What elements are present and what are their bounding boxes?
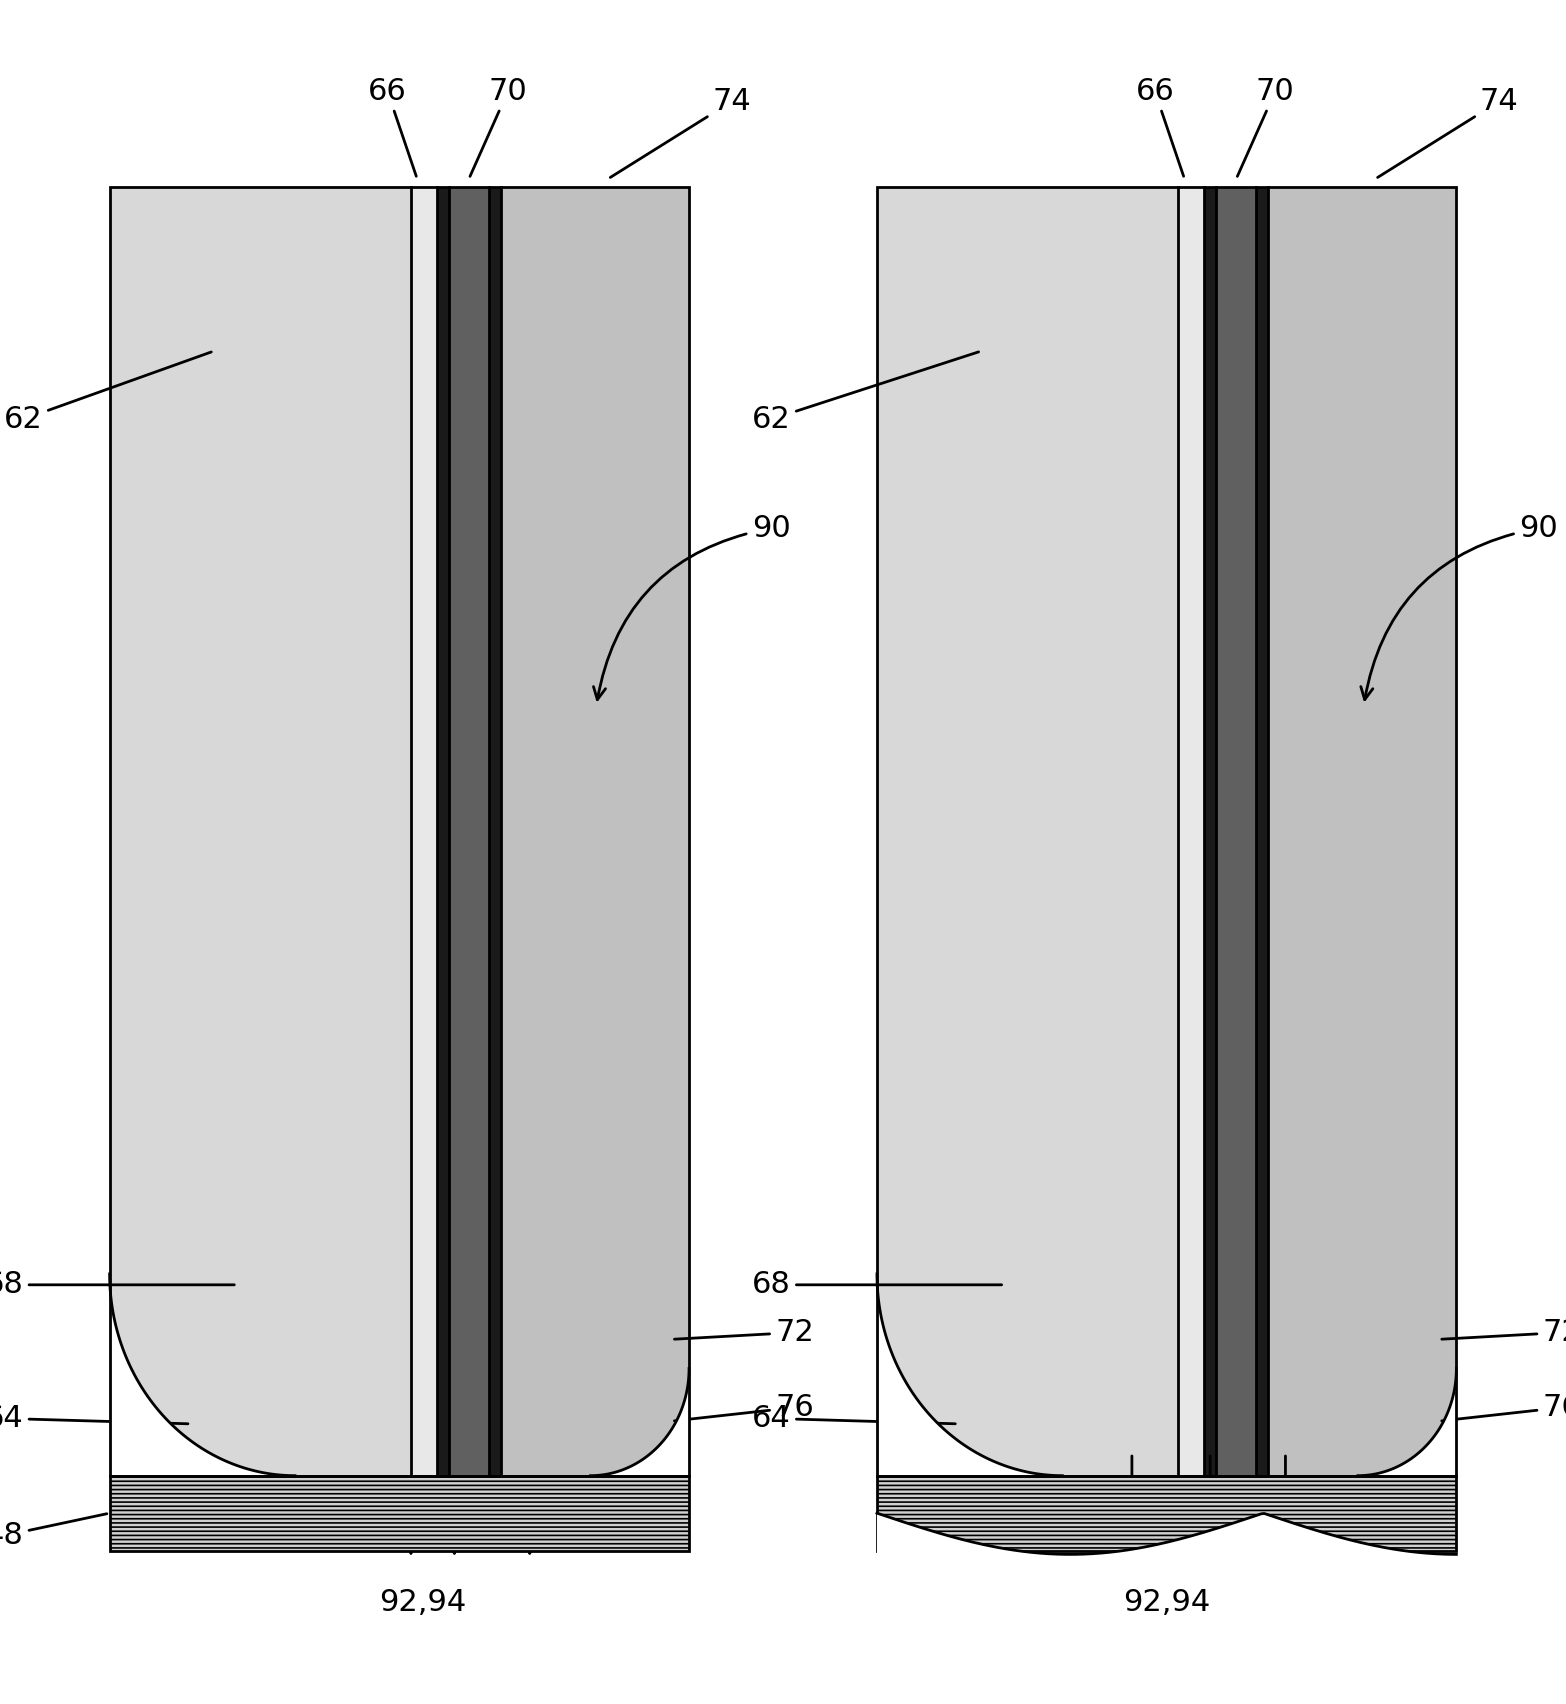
Bar bbox=[448, 187, 489, 1476]
Text: 62: 62 bbox=[5, 353, 211, 435]
Text: 66: 66 bbox=[368, 77, 417, 176]
Bar bbox=[877, 187, 1456, 1476]
Polygon shape bbox=[877, 1513, 1456, 1568]
Polygon shape bbox=[590, 1368, 689, 1476]
Text: 62: 62 bbox=[752, 353, 979, 435]
Text: 66: 66 bbox=[1135, 77, 1184, 176]
Bar bbox=[501, 187, 689, 1476]
Bar bbox=[877, 1476, 1456, 1551]
Text: 64: 64 bbox=[752, 1404, 955, 1433]
Bar bbox=[1215, 187, 1256, 1476]
Text: 74: 74 bbox=[1378, 87, 1519, 177]
Bar bbox=[877, 187, 1178, 1476]
Polygon shape bbox=[1358, 1368, 1456, 1476]
Text: 76: 76 bbox=[1442, 1392, 1566, 1423]
Bar bbox=[1256, 187, 1268, 1476]
Text: 68: 68 bbox=[0, 1269, 235, 1300]
Bar bbox=[437, 187, 448, 1476]
Bar bbox=[1204, 187, 1215, 1476]
Text: 92,94: 92,94 bbox=[379, 1588, 467, 1617]
Polygon shape bbox=[110, 1275, 294, 1476]
Text: 72: 72 bbox=[675, 1317, 814, 1348]
Text: 70: 70 bbox=[470, 77, 528, 177]
Text: 90: 90 bbox=[1361, 513, 1558, 700]
Text: 68: 68 bbox=[752, 1269, 1002, 1300]
Bar bbox=[110, 1476, 689, 1551]
Text: 64: 64 bbox=[0, 1404, 188, 1433]
Bar bbox=[110, 187, 410, 1476]
Bar bbox=[1268, 187, 1456, 1476]
Polygon shape bbox=[877, 1275, 1062, 1476]
Text: 48: 48 bbox=[0, 1513, 106, 1551]
Text: 90: 90 bbox=[594, 513, 791, 700]
Bar bbox=[410, 187, 437, 1476]
Text: 70: 70 bbox=[1237, 77, 1295, 177]
Bar bbox=[110, 187, 689, 1476]
Text: 92,94: 92,94 bbox=[1123, 1588, 1211, 1617]
Bar bbox=[489, 187, 501, 1476]
Bar bbox=[1178, 187, 1204, 1476]
Text: 74: 74 bbox=[611, 87, 752, 177]
Text: 72: 72 bbox=[1442, 1317, 1566, 1348]
Text: 76: 76 bbox=[675, 1392, 814, 1423]
